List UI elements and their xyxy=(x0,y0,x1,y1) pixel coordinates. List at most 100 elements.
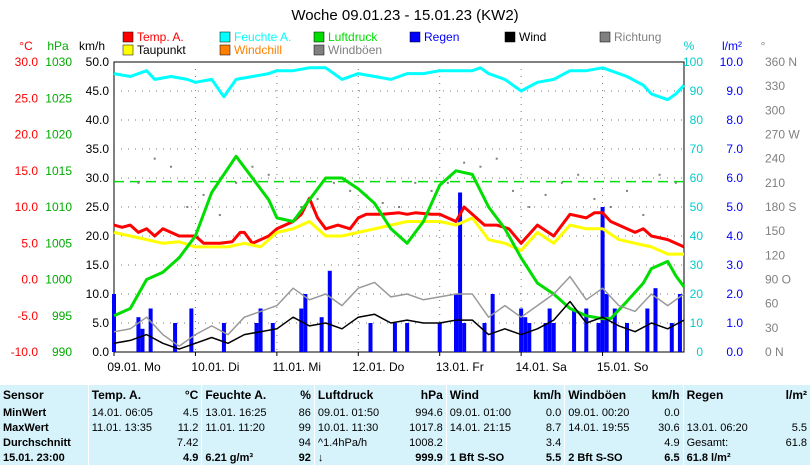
table-header: Feuchte A. xyxy=(201,385,286,405)
axis-tick-label: 20.0 xyxy=(86,229,110,243)
axis-tick-label: 1030 xyxy=(45,55,72,69)
axes: -10.0 -5.0 0.0 5.0 10.0 15.0 20.0 25.0 30.0 990 99… xyxy=(11,55,801,374)
axis-tick-label: 80 xyxy=(690,113,704,127)
axis-tick-label: 3.0 xyxy=(726,258,743,272)
table-cell: 11.2 xyxy=(177,421,199,434)
x-tick-label: 12.01. Do xyxy=(352,360,404,374)
direction-point xyxy=(658,173,661,176)
series-line-wind xyxy=(113,300,685,350)
legend-swatch xyxy=(313,31,325,43)
table-cell: 61.8 xyxy=(785,436,807,449)
statistics-table: Sensor Temp. A. °C Feuchte A. % Luftdruc… xyxy=(0,385,810,465)
chart-title: Woche 09.01.23 - 15.01.23 (KW2) xyxy=(291,7,518,24)
axis-tick-label: 25.0 xyxy=(86,200,110,214)
axis-tick-label: 4.0 xyxy=(726,229,743,243)
table-cell: 994.6 xyxy=(415,406,443,419)
rain-bar xyxy=(645,308,650,352)
x-tick-label: 14.01. Sa xyxy=(515,360,567,374)
rain-bar xyxy=(547,308,552,352)
axis-tick-label: 1020 xyxy=(45,128,72,142)
rain-bar xyxy=(112,294,116,352)
axis-tick-label: 330 xyxy=(765,79,785,93)
axis-tick-label: 8.0 xyxy=(726,113,743,127)
axis-tick-label: 40 xyxy=(690,229,704,243)
direction-point xyxy=(398,206,400,208)
table-cell: 09.01. 01:50 xyxy=(313,405,402,420)
legend-swatch xyxy=(313,44,325,56)
table-header: Sensor xyxy=(3,388,44,402)
rain-bar xyxy=(140,328,145,352)
axis-tick-label: 0 N xyxy=(765,345,784,359)
rain-bar xyxy=(669,323,674,352)
legend-label: Regen xyxy=(424,30,459,44)
legend-swatch xyxy=(219,31,231,43)
axis-tick-label: 25.0 xyxy=(15,91,39,105)
rain-bar xyxy=(600,207,605,352)
direction-point xyxy=(593,197,596,200)
direction-point xyxy=(560,181,563,184)
direction-point xyxy=(642,214,645,217)
table-cell xyxy=(445,435,531,450)
axis-unit-label: km/h xyxy=(79,39,105,53)
table-row: MaxWert 11.01. 13:35 11.2 11.01. 11:20 9… xyxy=(0,420,810,435)
table-cell: 4.5 xyxy=(183,406,199,419)
direction-point xyxy=(267,173,270,176)
axis-unit-label: ° xyxy=(761,39,766,53)
series-line-feuchtea xyxy=(113,66,686,102)
table-row: 15.01. 23:00 4.9 6.21 g/m³ 92 ↓ 999.9 1 … xyxy=(0,450,810,465)
table-header: Temp. A. xyxy=(87,385,173,405)
axis-tick-label: 60 xyxy=(765,297,779,311)
axis-tick-label: 1000 xyxy=(45,273,72,287)
rain-bar xyxy=(519,308,524,352)
axis-tick-label: 15.0 xyxy=(15,164,39,178)
rain-bar xyxy=(527,323,532,352)
axis-tick-label: 35.0 xyxy=(86,142,110,156)
table-cell: 8.7 xyxy=(545,421,562,434)
series-line-tempa xyxy=(113,196,685,249)
direction-point xyxy=(609,206,612,208)
axis-tick-label: 0.0 xyxy=(21,273,38,287)
legend-swatch xyxy=(219,44,231,56)
rain-bar xyxy=(612,308,617,352)
direction-point xyxy=(218,214,221,217)
direction-point xyxy=(446,181,449,184)
rain-bar xyxy=(523,317,528,352)
legend-swatch xyxy=(409,31,421,43)
table-cell: 7.42 xyxy=(176,436,199,449)
axis-tick-label: 300 xyxy=(765,103,785,117)
axis-tick-label: 7.0 xyxy=(726,142,743,156)
rain-bar xyxy=(543,323,548,352)
table-cell: 0.0 xyxy=(664,406,680,419)
direction-point xyxy=(626,189,628,192)
table-cell xyxy=(775,405,810,420)
table-cell: 61.8 l/m² xyxy=(682,450,775,465)
table-header: Windböen xyxy=(564,385,649,405)
series-line-windben xyxy=(113,275,685,347)
row-label: Durchschnitt xyxy=(3,436,71,449)
table-cell: 0.0 xyxy=(545,406,562,419)
rain-bar xyxy=(490,294,495,352)
legend-label: Windchill xyxy=(234,43,282,57)
axis-tick-label: 10.0 xyxy=(86,287,110,301)
axis-tick-label: 9.0 xyxy=(726,84,743,98)
rain-bar xyxy=(189,308,194,352)
axis-tick-label: 360 N xyxy=(765,55,797,69)
rain-bar xyxy=(405,323,410,352)
axis-tick-label: 1.0 xyxy=(726,316,743,330)
rain-bar xyxy=(327,270,332,352)
axis-tick-label: -10.0 xyxy=(11,345,39,359)
legend-label: Richtung xyxy=(614,30,661,44)
axis-tick-label: 0.0 xyxy=(92,345,109,359)
legend-label: Luftdruck xyxy=(328,30,378,44)
axis-tick-label: 5.0 xyxy=(21,236,38,250)
rain-bar xyxy=(437,323,442,352)
table-cell: 99 xyxy=(298,421,311,434)
legend-label: Temp. A. xyxy=(137,30,184,44)
rain-bar xyxy=(221,323,226,352)
table-cell: 4.9 xyxy=(183,451,199,464)
axis-tick-label: 50.0 xyxy=(86,55,110,69)
rain-bar xyxy=(299,308,304,352)
direction-point xyxy=(170,165,172,168)
axis-tick-label: 6.0 xyxy=(726,171,743,185)
table-cell: 11.01. 11:20 xyxy=(201,420,286,435)
